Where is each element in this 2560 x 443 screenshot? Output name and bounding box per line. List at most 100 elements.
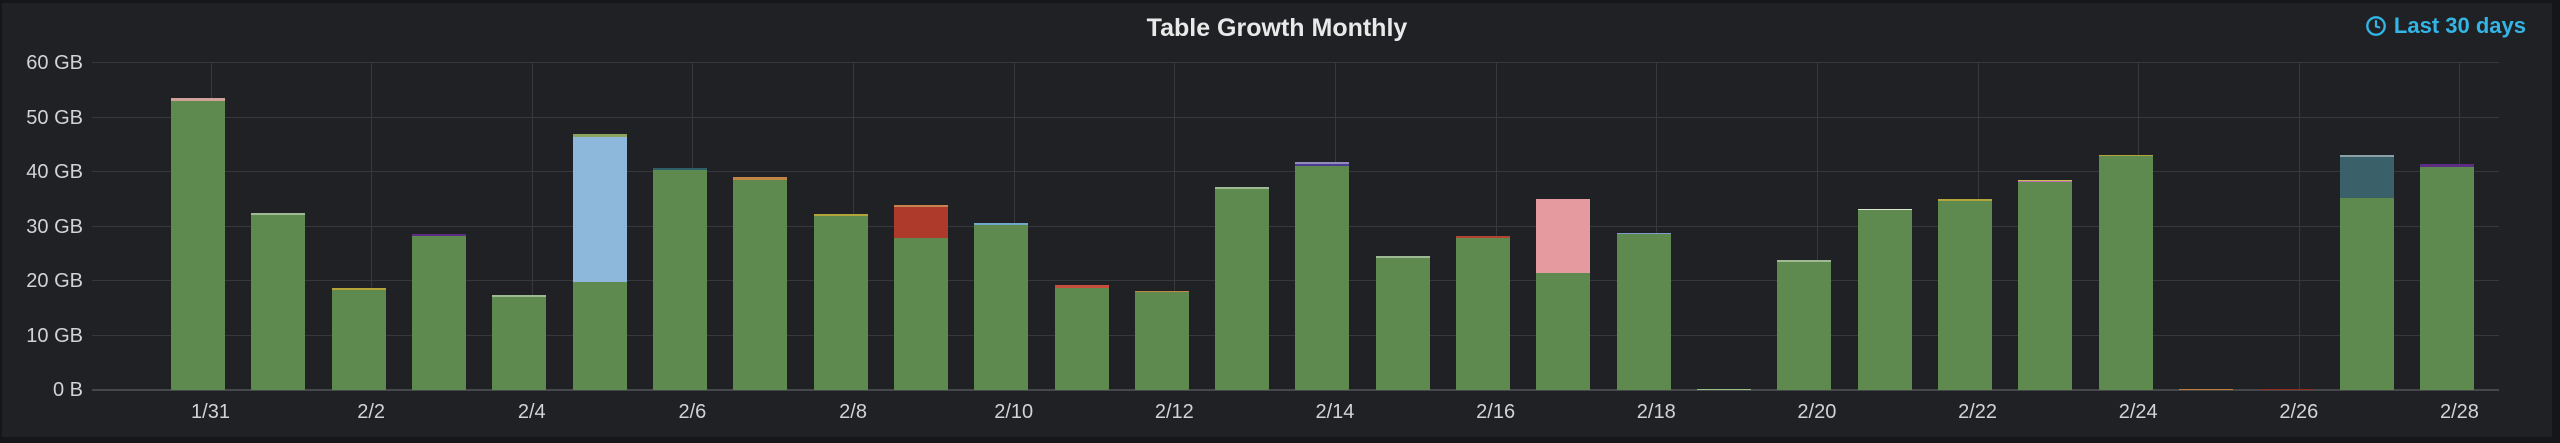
bar-segment-2/4-0 [492, 294, 547, 390]
bar-segment-2/10-0 [974, 224, 1029, 390]
bar-2/15[interactable] [1375, 255, 1430, 390]
bar-segment-2/27-1 [2339, 154, 2394, 199]
bar-2/14[interactable] [1295, 161, 1350, 390]
graph-panel: Table Growth Monthly Last 30 days 0 B 10 … [2, 3, 2552, 437]
bar-2/28[interactable] [2419, 163, 2474, 390]
bar-2/18[interactable] [1616, 232, 1671, 390]
x-tick-label-2/4: 2/4 [517, 401, 546, 423]
bar-2/4[interactable] [492, 294, 547, 390]
bar-segment-2/27-0 [2339, 198, 2394, 390]
bar-2/9[interactable] [893, 204, 948, 390]
bar-segment-2/21-0 [1857, 210, 1912, 390]
bar-segment-2/10-1 [974, 223, 1029, 225]
x-tick-label-2/2: 2/2 [357, 401, 386, 423]
bar-segment-2/18-0 [1616, 234, 1671, 390]
x-tick-label-2/16: 2/16 [1476, 401, 1516, 423]
bar-top-highlight [251, 212, 306, 215]
bar-2/6[interactable] [652, 167, 707, 390]
x-tick-label-2/8: 2/8 [839, 401, 867, 423]
bar-top-highlight [1777, 260, 1832, 263]
bar-2/20[interactable] [1777, 259, 1832, 390]
bar-2/23[interactable] [2018, 179, 2073, 390]
bar-2/5[interactable] [572, 133, 627, 390]
bar-1/31[interactable] [171, 97, 225, 390]
bar-segment-2/13-0 [1215, 186, 1270, 390]
bar-2/24[interactable] [2098, 154, 2153, 390]
gridline-y-60GB [92, 62, 2499, 63]
bar-top-highlight [1375, 255, 1430, 258]
x-tick-label-2/6: 2/6 [678, 401, 707, 423]
bar-segment-2/9-1 [893, 206, 948, 238]
gridline-x-2/2 [371, 63, 373, 390]
y-tick-label-20GB: 20 GB [26, 270, 83, 292]
bar-2/26[interactable] [2259, 388, 2314, 390]
bar-segment-2/24-1 [2098, 154, 2153, 157]
y-tick-label-50GB: 50 GB [26, 106, 83, 129]
bar-segment-2/16-1 [1456, 236, 1511, 239]
x-tick-label-2/10: 2/10 [994, 401, 1034, 423]
bar-2/8[interactable] [813, 213, 868, 390]
panel-title: Table Growth Monthly [1146, 14, 1408, 42]
bar-segment-1/31-0 [171, 101, 225, 390]
gridline-x-2/4 [531, 63, 533, 390]
time-range-label: Last 30 days [2393, 13, 2526, 38]
bar-top-highlight [2339, 154, 2394, 157]
bar-2/16[interactable] [1456, 235, 1511, 390]
x-tick-label-2/24: 2/24 [2118, 401, 2158, 423]
bar-segment-2/25-0 [2179, 388, 2233, 390]
bar-2/12[interactable] [1134, 290, 1189, 390]
bar-2/2[interactable] [331, 287, 386, 390]
bar-segment-2/15-0 [1375, 255, 1430, 390]
bar-2/13[interactable] [1215, 186, 1270, 390]
bar-2/10[interactable] [974, 222, 1029, 390]
bar-segment-2/8-1 [813, 213, 868, 216]
bar-segment-2/28-0 [2419, 166, 2474, 390]
bar-segment-2/1-0 [251, 212, 306, 390]
bar-segment-2/14-0 [1295, 166, 1350, 390]
bar-segment-2/16-0 [1456, 238, 1511, 390]
bar-segment-2/20-0 [1777, 260, 1832, 390]
bar-segment-2/3-0 [411, 235, 466, 390]
gridline-y-50GB [92, 116, 2499, 118]
bar-2/7[interactable] [733, 176, 788, 390]
bar-segment-2/28-1 [2419, 164, 2474, 167]
x-tick-label-2/28: 2/28 [2439, 401, 2479, 423]
bar-2/22[interactable] [1938, 198, 1993, 390]
time-range-picker[interactable]: Last 30 days [2365, 13, 2526, 39]
bar-2/19[interactable] [1697, 388, 1752, 390]
bar-segment-2/6-0 [652, 170, 707, 390]
bar-segment-2/23-2 [2018, 180, 2073, 182]
bar-segment-2/23-1 [2018, 181, 2073, 183]
plot-area: 0 B 10 GB 20 GB 30 GB 40 GB 50 GB 60 GB 1/31 2/2… [26, 53, 2499, 423]
bar-2/1[interactable] [251, 212, 306, 390]
bar-segment-2/5-2 [572, 134, 627, 137]
gridline-x-2/18 [1656, 63, 1658, 390]
bar-segment-2/18-1 [1616, 232, 1671, 235]
bar-segment-1/31-1 [171, 98, 225, 102]
bar-segment-2/22-0 [1938, 200, 1993, 390]
bar-2/11[interactable] [1054, 284, 1109, 390]
x-tick-label-2/22: 2/22 [1958, 401, 1997, 423]
x-axis-line [92, 389, 2499, 391]
bar-segment-2/8-0 [813, 215, 868, 390]
x-tick-label-2/12: 2/12 [1154, 401, 1194, 423]
y-tick-label-40GB: 40 GB [26, 161, 83, 183]
x-tick-label-2/18: 2/18 [1636, 401, 1676, 423]
bar-segment-2/9-2 [893, 204, 948, 207]
bar-segment-2/9-0 [893, 237, 948, 390]
bar-segment-2/5-0 [572, 281, 627, 390]
bar-2/3[interactable] [411, 233, 466, 390]
gridline-x-2/20 [1816, 63, 1818, 390]
bar-segment-2/23-0 [2018, 182, 2073, 390]
bar-segment-2/6-1 [652, 168, 707, 171]
bar-2/25[interactable] [2179, 388, 2233, 390]
bar-segment-2/7-1 [733, 177, 788, 180]
bar-2/21[interactable] [1857, 208, 1912, 390]
bar-top-highlight [492, 294, 547, 297]
bar-segment-2/22-1 [1938, 199, 1993, 201]
bar-segment-2/21-1 [1857, 209, 1912, 211]
bar-segment-2/11-0 [1054, 288, 1109, 390]
bar-2/17[interactable] [1536, 198, 1591, 390]
bar-top-highlight [1215, 186, 1270, 189]
bar-2/27[interactable] [2339, 154, 2394, 390]
